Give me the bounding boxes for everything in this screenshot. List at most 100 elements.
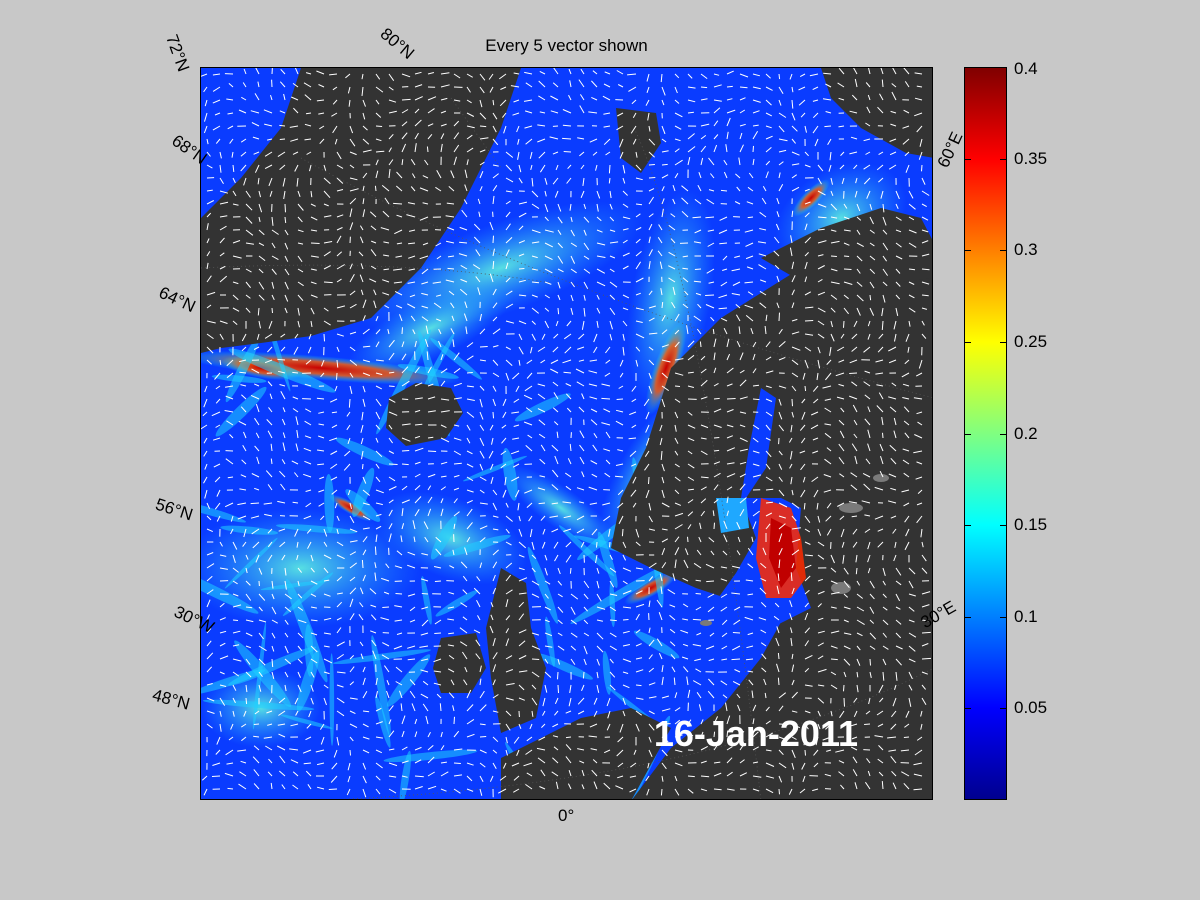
current-vector <box>713 352 716 361</box>
current-vector <box>253 735 260 738</box>
current-vector <box>382 642 390 647</box>
current-vector <box>601 422 611 426</box>
current-vector <box>401 366 409 374</box>
current-vector <box>505 589 513 595</box>
current-vector <box>505 683 515 686</box>
current-vector <box>723 520 728 530</box>
current-vector <box>362 359 371 363</box>
current-vector <box>479 450 485 459</box>
current-vector <box>374 546 377 556</box>
current-vector <box>760 279 767 283</box>
current-vector <box>219 697 226 706</box>
current-vector <box>778 533 783 543</box>
current-vector <box>414 759 422 764</box>
current-vector <box>921 554 927 562</box>
current-vector <box>721 645 728 650</box>
current-vector <box>856 203 861 212</box>
current-vector <box>544 294 550 299</box>
current-vector <box>622 333 625 341</box>
current-vector <box>648 359 655 366</box>
current-vector <box>563 371 572 374</box>
current-vector <box>401 398 409 400</box>
current-vector <box>245 697 248 705</box>
current-vector <box>881 417 884 426</box>
current-vector <box>258 216 261 223</box>
current-vector <box>674 536 680 543</box>
current-vector <box>874 515 884 520</box>
current-vector <box>800 463 806 471</box>
current-vector <box>877 541 884 548</box>
current-vector <box>891 83 897 88</box>
current-vector <box>669 604 676 608</box>
current-vector <box>254 487 260 491</box>
current-vector <box>255 403 260 413</box>
colorbar-tick-label: 0.15 <box>1014 515 1048 535</box>
current-vector <box>438 328 442 335</box>
current-vector <box>791 210 794 218</box>
current-vector <box>869 294 872 301</box>
current-vector <box>271 216 274 226</box>
current-vector <box>214 112 221 116</box>
current-vector <box>349 551 357 556</box>
current-vector <box>851 381 858 387</box>
current-vector <box>201 73 208 77</box>
current-vector <box>491 437 494 445</box>
current-vector <box>466 450 473 455</box>
baltic-sea <box>711 388 811 633</box>
current-vector <box>882 645 889 650</box>
current-vector <box>316 449 325 452</box>
current-vector <box>557 632 563 637</box>
current-vector <box>427 473 436 478</box>
current-vector <box>854 782 858 790</box>
current-vector <box>479 161 485 166</box>
current-vectors <box>201 68 932 798</box>
current-vector <box>370 604 377 608</box>
current-vector <box>238 109 247 114</box>
current-vector <box>760 562 767 569</box>
current-vector <box>674 762 683 767</box>
current-vector <box>661 174 669 179</box>
current-vector <box>525 445 533 452</box>
current-vector <box>878 745 884 751</box>
current-vector <box>518 601 525 608</box>
current-vector <box>681 185 689 192</box>
current-vector <box>375 398 382 407</box>
current-vector <box>739 730 745 738</box>
speed-streak <box>570 562 674 624</box>
current-vector <box>374 185 377 192</box>
current-vector <box>362 788 367 798</box>
current-vector <box>253 346 260 350</box>
current-vector <box>293 107 299 114</box>
current-vector <box>830 307 836 313</box>
current-vector <box>215 424 221 428</box>
current-vector <box>687 450 693 455</box>
current-vector <box>841 541 845 548</box>
current-vector <box>919 138 923 147</box>
current-vector <box>622 619 629 621</box>
current-vector <box>732 632 741 634</box>
current-vector <box>673 677 676 686</box>
current-vector <box>864 781 871 790</box>
current-vector <box>778 138 788 142</box>
current-vector <box>648 562 657 569</box>
current-vector <box>765 112 773 117</box>
current-vector <box>440 771 449 777</box>
current-vector <box>752 704 757 712</box>
current-vector <box>746 645 754 649</box>
current-vector <box>394 565 403 569</box>
current-vector <box>661 186 665 192</box>
current-vector <box>518 253 525 257</box>
current-vector <box>219 333 224 340</box>
current-vector <box>492 195 495 205</box>
current-vector <box>232 190 237 197</box>
current-vector <box>713 449 720 452</box>
current-vector <box>726 353 731 361</box>
current-vector <box>739 396 748 400</box>
current-vector <box>278 710 286 716</box>
current-vector <box>453 487 460 491</box>
current-vector <box>245 671 252 678</box>
current-vector <box>791 302 795 309</box>
current-vector <box>738 157 741 166</box>
current-vector <box>206 212 212 218</box>
current-vector <box>310 216 318 221</box>
